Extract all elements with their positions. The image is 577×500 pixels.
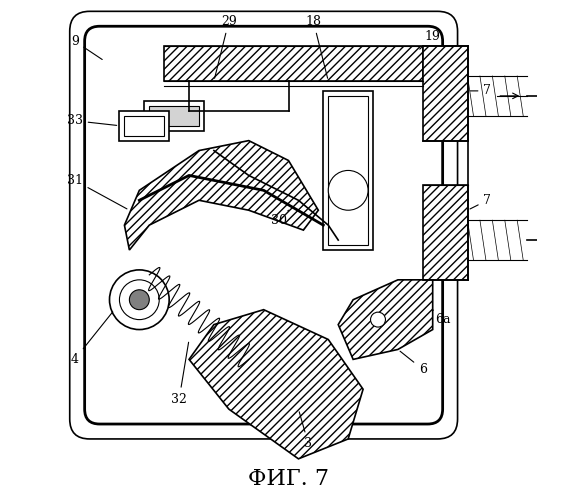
Polygon shape (189, 310, 363, 459)
Text: 18: 18 (305, 15, 328, 78)
Text: 3: 3 (299, 412, 312, 451)
FancyBboxPatch shape (85, 26, 443, 424)
Polygon shape (125, 140, 319, 250)
Text: 32: 32 (171, 342, 189, 406)
Bar (144, 101, 204, 130)
Text: 6: 6 (400, 351, 427, 376)
Bar (423, 186, 467, 280)
Text: 30: 30 (271, 210, 288, 226)
Bar (149, 106, 199, 126)
Bar (164, 46, 423, 81)
Circle shape (328, 170, 368, 210)
Text: 19: 19 (419, 30, 441, 49)
Circle shape (129, 290, 149, 310)
Bar (323, 91, 373, 250)
Text: 7: 7 (470, 84, 492, 98)
Text: 7: 7 (470, 194, 492, 209)
Circle shape (119, 280, 159, 320)
Polygon shape (542, 86, 557, 106)
Circle shape (110, 270, 169, 330)
Polygon shape (542, 230, 557, 250)
Bar (119, 111, 169, 140)
Text: 6a: 6a (433, 310, 451, 326)
Text: 29: 29 (215, 15, 237, 78)
Circle shape (370, 312, 385, 327)
Text: 31: 31 (67, 174, 127, 209)
Text: 9: 9 (71, 34, 102, 59)
Text: ФИГ. 7: ФИГ. 7 (248, 468, 329, 489)
Polygon shape (338, 280, 433, 359)
Bar (328, 96, 368, 245)
Bar (423, 46, 467, 140)
Bar (125, 116, 164, 136)
Text: 4: 4 (71, 312, 113, 366)
Text: 33: 33 (67, 114, 117, 127)
